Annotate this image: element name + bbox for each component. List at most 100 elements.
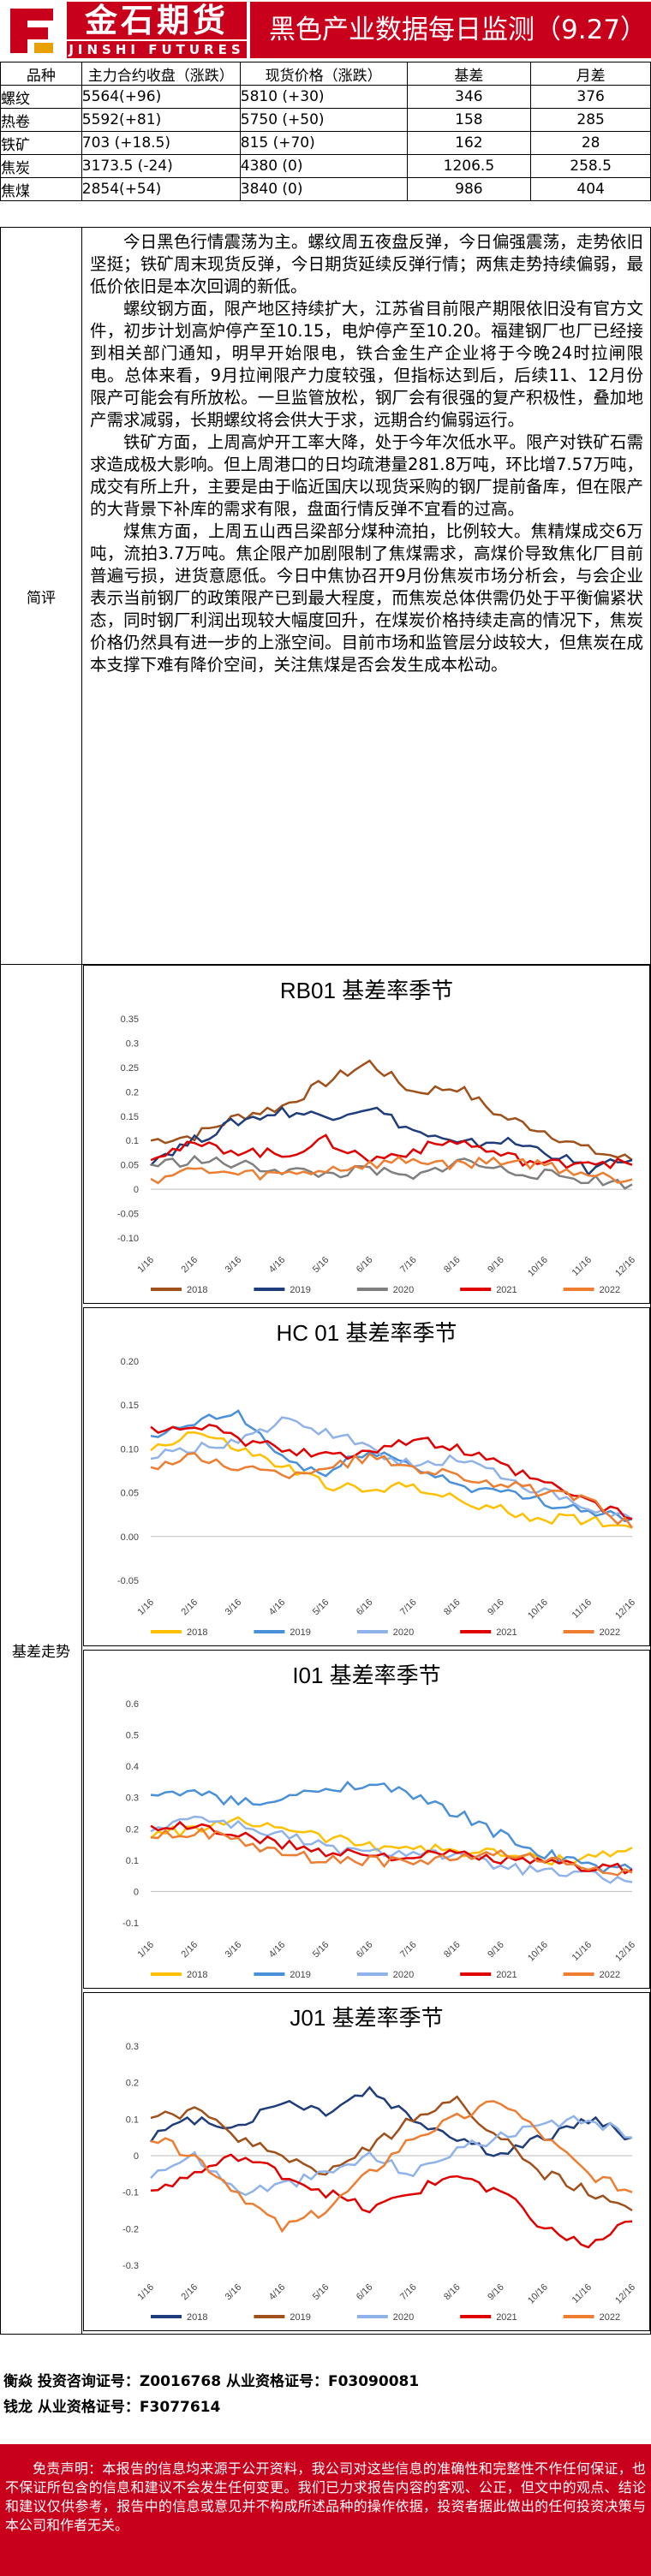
series-line (150, 2100, 633, 2234)
y-tick-label: 0.05 (121, 1161, 139, 1171)
series-line (150, 1059, 633, 1162)
x-tick-label: 8/16 (442, 1940, 463, 1960)
y-tick-label: 0 (134, 2151, 139, 2162)
series-line (149, 2085, 633, 2157)
row-spot: 5810 (+30) (239, 85, 408, 109)
disclaimer: 免责声明：本报告的信息均来源于公开资料，我公司对这些信息的准确性和完整性不作任何… (0, 2444, 651, 2576)
table-row: 热卷 5592(+81) 5750 (+50) 158 285 (0, 108, 651, 132)
x-tick-label: 5/16 (311, 2282, 331, 2303)
logo-chinese-text: 金石期货 (67, 2, 247, 39)
series-line (150, 2153, 633, 2249)
y-tick-label: 0.15 (121, 1112, 139, 1122)
comment-body: 今日黑色行情震荡为主。螺纹周五夜盘反弹，今日偏强震荡，走势依旧坚挺；铁矿周末现货… (83, 231, 648, 676)
basis-section: 基差走势 RB01 基差率季节 0.35 0.3 0.25 0.2 0.15 0.1 0.05… (0, 965, 651, 2335)
series-line (150, 1154, 633, 1190)
x-tick-label: 7/16 (398, 1940, 419, 1960)
x-tick-label: 2/16 (180, 1597, 200, 1618)
row-spread: 285 (530, 108, 651, 132)
y-tick-label: 0.3 (126, 2042, 139, 2052)
x-tick-label: 10/16 (526, 1940, 550, 1964)
legend-label: 2022 (600, 1970, 620, 1980)
row-basis: 1206.5 (406, 154, 532, 178)
row-spot: 3840 (0) (239, 177, 408, 201)
y-tick-label: -0.1 (122, 2188, 139, 2198)
legend-label: 2019 (290, 2312, 310, 2323)
y-tick-label: 0.10 (121, 1444, 139, 1455)
row-futures: 5592(+81) (81, 108, 241, 132)
rb01-chart-svg: RB01 基差率季节 0.35 0.3 0.25 0.2 0.15 0.1 0.05 0 -0.0… (117, 978, 637, 1295)
row-name: 焦煤 (0, 177, 82, 201)
x-tick-label: 7/16 (398, 1597, 419, 1618)
x-tick-label: 2/16 (180, 1940, 200, 1960)
y-tick-label: 0.35 (121, 1014, 139, 1025)
header-variety: 品种 (0, 62, 82, 86)
series-line (150, 1826, 633, 1877)
legend-label: 2020 (393, 1285, 414, 1295)
i01-chart: I01 基差率季节 0.6 0.5 0.4 0.3 0.2 0.1 0 -0.1 1/16 2/16… (83, 1650, 650, 1989)
x-tick-label: 9/16 (486, 1940, 506, 1960)
x-tick-label: 12/16 (613, 1597, 637, 1621)
x-tick-label: 4/16 (267, 1255, 288, 1276)
x-tick-label: 9/16 (486, 1597, 506, 1618)
x-tick-label: 10/16 (526, 2282, 550, 2306)
legend-label: 2018 (187, 1627, 207, 1638)
table-row: 螺纹 5564(+96) 5810 (+30) 346 376 (0, 85, 651, 109)
j01-chart: J01 基差率季节 0.3 0.2 0.1 0 -0.1 -0.2 -0.3 1/16 2/16 3… (83, 1992, 650, 2331)
comment-label: 简评 (1, 228, 82, 964)
y-tick-label: 0.5 (126, 1731, 139, 1741)
header-spread: 月差 (530, 62, 651, 86)
x-tick-label: 2/16 (180, 2282, 200, 2303)
series-line (150, 1780, 633, 1874)
x-tick-label: 7/16 (398, 1255, 419, 1276)
logo: 金石期货 JINSHI FUTURES (0, 0, 250, 62)
legend-label: 2021 (496, 1627, 517, 1638)
y-tick-label: -0.10 (117, 1234, 139, 1244)
y-tick-label: 0.2 (126, 2079, 139, 2089)
table-row: 焦炭 3173.5 (-24) 4380 (0) 1206.5 258.5 (0, 154, 651, 178)
x-tick-label: 6/16 (355, 1597, 375, 1618)
y-tick-label: 0.2 (126, 1087, 139, 1098)
hc01-chart-svg: HC 01 基差率季节 0.20 0.15 0.10 0.05 0.00 -0.05 1/16… (117, 1320, 637, 1638)
table-row: 焦煤 2854(+54) 3840 (0) 986 404 (0, 177, 651, 201)
x-tick-label: 1/16 (135, 2282, 156, 2303)
page-title: 黑色产业数据每日监测（9.27） (250, 2, 651, 58)
x-tick-label: 11/16 (570, 1255, 594, 1278)
legend-label: 2019 (290, 1627, 310, 1638)
comment-paragraph: 今日黑色行情震荡为主。螺纹周五夜盘反弹，今日偏强震荡，走势依旧坚挺；铁矿周末现货… (90, 232, 643, 296)
row-futures: 3173.5 (-24) (81, 154, 241, 178)
x-tick-label: 2/16 (180, 1255, 200, 1276)
legend-label: 2018 (187, 2312, 207, 2323)
y-tick-label: 0 (134, 1185, 139, 1195)
y-tick-label: -0.1 (122, 1919, 139, 1929)
comment-paragraph: 铁矿方面，上周高炉开工率大降，处于今年次低水平。限产对铁矿石需求造成极大影响。但… (90, 432, 643, 519)
row-spot: 4380 (0) (239, 154, 408, 178)
x-tick-label: 10/16 (526, 1597, 550, 1621)
x-tick-label: 7/16 (398, 2282, 419, 2303)
table-row: 铁矿 703 (+18.5) 815 (+70) 162 28 (0, 131, 651, 155)
legend-label: 2022 (600, 1627, 620, 1638)
series-line (150, 1816, 633, 1866)
y-tick-label: 0.1 (126, 2115, 139, 2125)
row-name: 铁矿 (0, 131, 82, 155)
header-basis: 基差 (406, 62, 532, 86)
x-tick-label: 6/16 (355, 1255, 375, 1276)
legend-label: 2018 (187, 1970, 207, 1980)
x-tick-label: 4/16 (267, 1597, 288, 1618)
y-tick-label: 0.3 (126, 1038, 139, 1049)
row-name: 焦炭 (0, 154, 82, 178)
row-name: 热卷 (0, 108, 82, 132)
x-tick-label: 11/16 (570, 1940, 594, 1963)
contact-line: 衡焱 投资咨询证号：Z0016768 从业资格证号：F03090081 (3, 2373, 420, 2390)
row-futures: 703 (+18.5) (81, 131, 241, 155)
x-tick-label: 8/16 (442, 1255, 463, 1276)
price-table: 品种 主力合约收盘（涨跌） 现货价格（涨跌） 基差 月差 螺纹 5564(+96… (0, 62, 651, 201)
row-name: 螺纹 (0, 85, 82, 109)
i01-chart-svg: I01 基差率季节 0.6 0.5 0.4 0.3 0.2 0.1 0 -0.1 1/16 2/16… (122, 1663, 637, 1980)
series-line (150, 1820, 633, 1875)
y-tick-label: 0.4 (126, 1762, 139, 1772)
header: 金石期货 JINSHI FUTURES 黑色产业数据每日监测（9.27） (0, 0, 651, 62)
x-tick-label: 11/16 (570, 2282, 594, 2305)
chart-title: RB01 基差率季节 (280, 978, 453, 1003)
x-tick-label: 6/16 (355, 1940, 375, 1960)
y-tick-label: 0 (134, 1887, 139, 1897)
